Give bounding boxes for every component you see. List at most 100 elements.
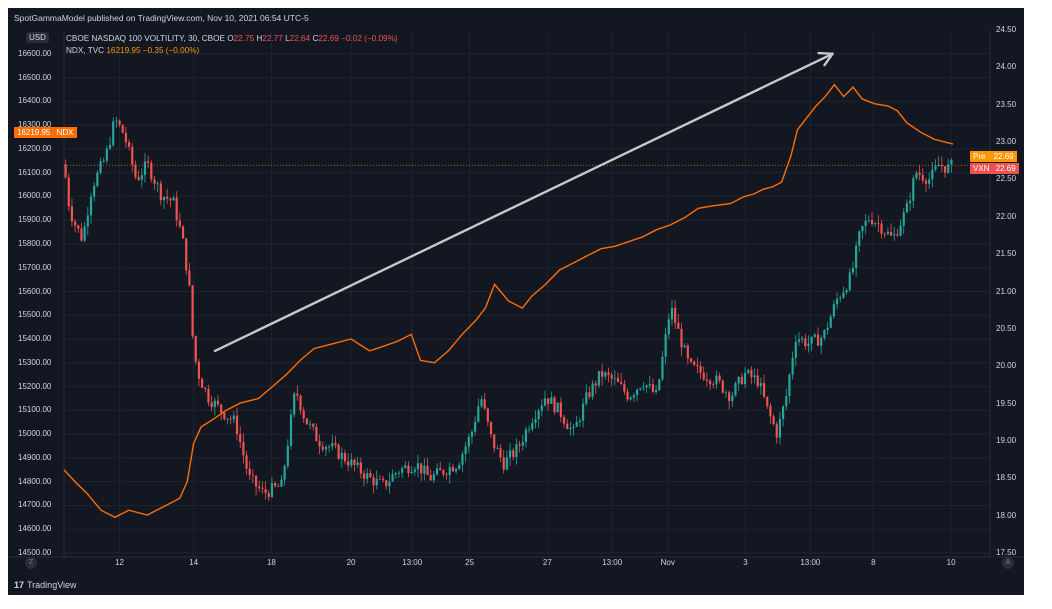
- vxn-candle: [458, 464, 461, 469]
- vxn-candle: [296, 393, 299, 396]
- pre-tag-label: Pre: [973, 152, 986, 161]
- vxn-candle: [277, 485, 280, 487]
- vxn-candle: [699, 366, 702, 373]
- vxn-candle: [550, 397, 553, 404]
- left-axis-tick-label: 16000.00: [18, 191, 52, 201]
- vxn-candle: [105, 148, 108, 161]
- vxn-candle: [267, 492, 270, 497]
- vxn-candle: [166, 196, 169, 199]
- vxn-candle: [889, 231, 893, 236]
- vxn-candle: [528, 429, 531, 431]
- vxn-candle: [378, 478, 381, 480]
- vxn-candle: [626, 391, 629, 400]
- vxn-candle: [470, 431, 474, 437]
- vxn-candle: [293, 393, 296, 415]
- ndx-legend-label: NDX, TVC: [66, 46, 105, 55]
- vxn-candle: [874, 223, 877, 225]
- right-axis-tick-label: 20.00: [996, 361, 1017, 371]
- vxn-candle: [839, 297, 842, 299]
- zoom-button[interactable]: Z: [25, 557, 37, 569]
- ndx-legend[interactable]: NDX, TVC 16219.95 −0.35 (−0.00%): [66, 46, 199, 55]
- vxn-candle: [537, 410, 540, 419]
- vxn-candle: [804, 338, 807, 347]
- vxn-candle: [89, 196, 93, 216]
- vxn-candle: [759, 383, 762, 387]
- vxn-candle: [115, 120, 118, 122]
- vxn-candle: [924, 180, 928, 184]
- vxn-candle: [451, 467, 455, 472]
- vxn-candle: [540, 405, 543, 411]
- left-axis-tick-label: 15800.00: [18, 238, 52, 248]
- left-axis-tick-label: 15000.00: [18, 429, 52, 439]
- vxn-candle: [870, 220, 874, 225]
- left-axis-tick-label: 15500.00: [18, 310, 52, 320]
- vxn-candle: [248, 468, 251, 475]
- vxn-candle: [442, 470, 445, 475]
- vxn-candle: [86, 215, 89, 227]
- vxn-candle: [385, 480, 388, 487]
- vxn-candle: [762, 383, 766, 397]
- ndx-tag-value: 16219.95: [17, 128, 51, 137]
- vxn-candle: [413, 469, 416, 472]
- vxn-legend-label: CBOE NASDAQ 100 VOLTILITY, 30, CBOE: [66, 34, 225, 43]
- vxn-candle: [766, 396, 769, 406]
- vxn-candle: [83, 226, 86, 241]
- vxn-candle: [334, 443, 337, 445]
- vxn-open-label: O: [227, 34, 234, 43]
- chart-canvas[interactable]: [8, 8, 1024, 595]
- vxn-candle: [639, 388, 642, 390]
- vxn-candle: [181, 226, 185, 239]
- tradingview-mark-icon: 17: [14, 580, 25, 590]
- right-axis-tick-label: 24.00: [996, 62, 1017, 72]
- vxn-candle: [737, 376, 740, 384]
- vxn-candle: [581, 403, 585, 421]
- vxn-candle: [486, 408, 489, 422]
- vxn-candle: [613, 377, 616, 379]
- vxn-candle: [604, 372, 607, 377]
- vxn-candle: [401, 467, 404, 473]
- vxn-candle: [270, 483, 274, 497]
- tradingview-logo[interactable]: 17 TradingView: [14, 580, 77, 590]
- vxn-candle: [172, 197, 175, 201]
- vxn-candle: [423, 465, 426, 474]
- vxn-candle: [810, 336, 813, 344]
- vxn-candle: [232, 415, 235, 420]
- vxn-candle: [185, 238, 188, 271]
- time-axis-tick-label: 20: [346, 558, 356, 567]
- vxn-candle: [721, 380, 724, 393]
- vxn-candle: [391, 474, 394, 482]
- vxn-candle: [515, 444, 518, 457]
- vxn-candle: [239, 434, 242, 443]
- time-axis-tick-label: 13:00: [800, 558, 821, 567]
- vxn-candle: [280, 479, 283, 487]
- auto-scale-button[interactable]: A: [1002, 557, 1014, 569]
- currency-badge[interactable]: USD: [26, 32, 49, 43]
- vxn-candle: [623, 383, 626, 392]
- vxn-candle: [445, 474, 448, 476]
- vxn-candle: [553, 397, 556, 413]
- vxn-candle: [366, 473, 369, 479]
- publisher-line: SpotGammaModel published on TradingView.…: [14, 13, 309, 23]
- vxn-candle: [883, 233, 886, 235]
- vxn-candle: [645, 385, 648, 388]
- vxn-candle: [667, 319, 670, 335]
- time-axis-tick-label: 13:00: [602, 558, 623, 567]
- vxn-candle: [512, 450, 515, 457]
- vxn-candle: [813, 334, 816, 337]
- vxn-candle: [258, 486, 261, 489]
- vxn-candle: [845, 290, 848, 293]
- chart-frame: SpotGammaModel published on TradingView.…: [8, 8, 1024, 595]
- vxn-candle: [683, 345, 686, 348]
- vxn-candle: [407, 465, 410, 474]
- vxn-candle: [908, 200, 912, 204]
- vxn-legend[interactable]: CBOE NASDAQ 100 VOLTILITY, 30, CBOE O22.…: [66, 34, 398, 43]
- vxn-candle: [642, 387, 645, 389]
- vxn-candle: [489, 421, 493, 435]
- vxn-change: −0.02 (−0.09%): [341, 34, 398, 43]
- vxn-candle: [493, 434, 496, 449]
- vxn-candle: [855, 245, 858, 268]
- vxn-candle: [937, 164, 940, 167]
- vxn-candle: [347, 461, 350, 466]
- vxn-candle: [569, 427, 572, 430]
- vxn-candle: [915, 172, 918, 179]
